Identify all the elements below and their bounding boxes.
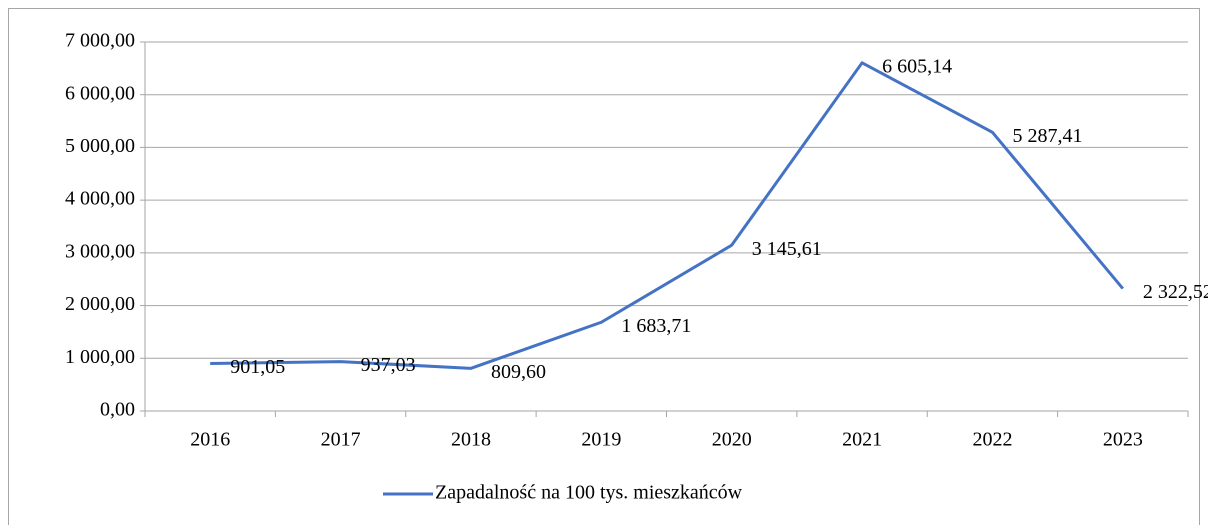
data-label: 6 605,14 <box>882 55 952 77</box>
x-tick-label: 2022 <box>972 429 1012 451</box>
line <box>210 61 1124 370</box>
data-label: 3 145,61 <box>752 238 822 260</box>
data-label: 2 322,52 <box>1143 281 1208 303</box>
x-tick-label: 2021 <box>842 429 882 451</box>
x-tick-label: 2020 <box>712 429 752 451</box>
x-tick-label: 2017 <box>321 429 361 451</box>
x-tick-label: 2018 <box>451 429 491 451</box>
y-tick-label: 4 000,00 <box>65 188 135 210</box>
y-tick-label: 7 000,00 <box>65 30 135 52</box>
x-tick-label: 2019 <box>581 429 621 451</box>
y-tick-label: 3 000,00 <box>65 240 135 262</box>
y-tick-label: 5 000,00 <box>65 135 135 157</box>
y-tick-label: 6 000,00 <box>65 82 135 104</box>
data-label: 901,05 <box>230 356 285 378</box>
chart-frame <box>8 8 1200 525</box>
y-tick-label: 1 000,00 <box>65 346 135 368</box>
y-tick-label: 2 000,00 <box>65 293 135 315</box>
data-label: 809,60 <box>491 361 546 383</box>
x-tick-label: 2023 <box>1103 429 1143 451</box>
legend-label: Zapadalność na 100 tys. mieszkańców <box>435 482 743 504</box>
y-tick-label: 0,00 <box>100 399 135 421</box>
data-label: 5 287,41 <box>1012 125 1082 147</box>
data-label: 1 683,71 <box>621 315 691 337</box>
data-label: 937,03 <box>361 354 416 376</box>
x-tick-label: 2016 <box>190 429 230 451</box>
